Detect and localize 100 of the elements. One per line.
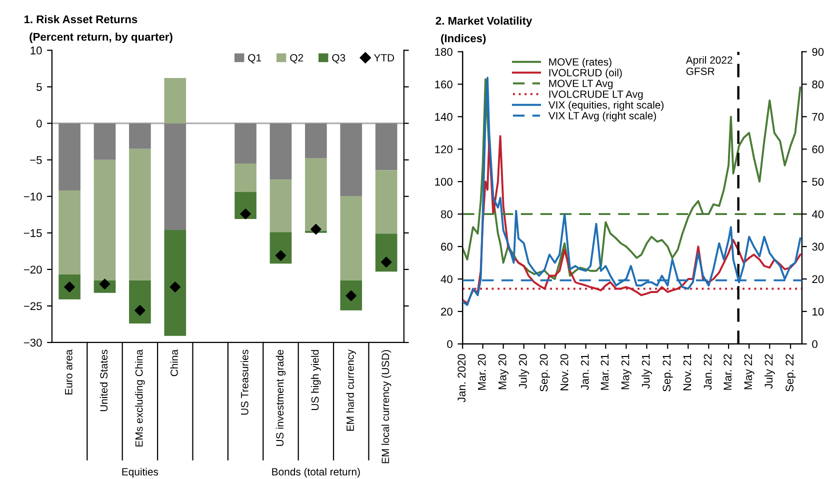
- x-tick-label: Sep. 21: [662, 354, 673, 392]
- bar: [164, 78, 186, 124]
- bar: [129, 280, 151, 324]
- y-tick-label: 0: [36, 120, 42, 128]
- point: [381, 256, 392, 268]
- y-tick-label: −15: [24, 229, 42, 238]
- bar: [58, 123, 80, 191]
- x-tick-label: Mar. 20: [478, 354, 486, 390]
- point: [310, 224, 322, 235]
- y-tick-label: 5: [36, 83, 42, 91]
- x-tick-label: July 22: [764, 354, 775, 389]
- x-tick-label: Euro area: [65, 349, 72, 394]
- legend-label: IVOLCRUDE LT Avg: [549, 90, 643, 100]
- y-tick-label: 10: [30, 46, 42, 54]
- bar: [94, 160, 116, 280]
- legend-label: Q1: [248, 54, 262, 64]
- y-tick-label: 40: [440, 275, 452, 284]
- y2-tick-label: 30: [812, 242, 824, 251]
- x-tick-label: EM local currency (USD): [381, 350, 392, 464]
- legend-label: VIX (equities, right scale): [548, 100, 664, 111]
- x-tick-label: EM hard currency: [346, 349, 356, 431]
- y-tick-label: 20: [441, 308, 452, 316]
- x-tick-label: US investment grade: [276, 350, 286, 446]
- x-tick-label: Jan. 2020: [458, 354, 466, 402]
- y-tick-label: 60: [441, 242, 452, 251]
- y-tick-label: 120: [435, 145, 452, 154]
- bar: [340, 123, 362, 196]
- y-tick-label: 0: [447, 340, 452, 348]
- bar: [375, 234, 398, 272]
- y-tick-label: 80: [440, 210, 452, 218]
- y2-tick-label: 80: [812, 80, 824, 88]
- x-tick-label: United States: [100, 350, 108, 412]
- bar: [234, 123, 256, 164]
- y2-tick-label: 70: [812, 112, 824, 121]
- y-tick-label: 100: [435, 178, 452, 186]
- bar: [270, 180, 292, 232]
- legend-label: YTD: [374, 54, 394, 62]
- x-tick-label: Jan. 21: [580, 354, 589, 390]
- x-tick-label: May 20: [498, 354, 508, 390]
- bar: [164, 123, 186, 230]
- x-tick-label: US high yield: [311, 350, 321, 410]
- bar: [340, 280, 362, 310]
- chart-subtitle: (Indices): [441, 34, 486, 44]
- x-tick-label: July 20: [518, 354, 530, 389]
- y-tick-label: −10: [24, 192, 42, 201]
- point: [170, 282, 180, 292]
- y2-tick-label: 0: [812, 340, 818, 348]
- legend-label: VIX LT Avg (right scale): [548, 112, 656, 122]
- y-tick-label: 180: [435, 48, 452, 56]
- y-tick-label: −30: [24, 338, 42, 347]
- x-tick-label: Nov. 20: [560, 354, 568, 390]
- bar: [129, 148, 151, 280]
- bar: [305, 123, 327, 158]
- x-tick-label: Sep. 20: [540, 354, 550, 392]
- chart-title: 2. Market Volatility: [436, 16, 532, 27]
- y2-tick-label: 10: [812, 308, 824, 316]
- y-tick-label: −20: [24, 266, 42, 274]
- point: [134, 305, 146, 316]
- x-tick-label: EMs excluding China: [135, 349, 145, 446]
- x-tick-label: May 22: [744, 354, 754, 390]
- chart-subtitle: (Percent return, by quarter): [30, 32, 172, 43]
- x-tick-label: Mar. 22: [724, 354, 732, 390]
- y-tick-label: 140: [435, 112, 452, 121]
- bar: [234, 164, 256, 192]
- y-tick-label: 160: [435, 80, 452, 88]
- bar: [164, 230, 186, 336]
- chart-title: 1. Risk Asset Returns: [24, 15, 138, 24]
- text: Bonds (total return): [272, 468, 360, 478]
- bar: [305, 158, 327, 231]
- legend-label: IVOLCRUD (oil): [549, 68, 622, 78]
- y2-tick-label: 90: [812, 48, 824, 56]
- x-tick-label: Jan. 22: [704, 354, 712, 390]
- x-tick-label: Sep. 22: [786, 354, 796, 392]
- legend-label: Q2: [290, 54, 304, 64]
- y-tick-label: −5: [30, 156, 42, 164]
- x-tick-label: May 21: [621, 354, 632, 390]
- y2-tick-label: 50: [812, 178, 824, 186]
- x-tick-label: Nov. 21: [683, 354, 692, 390]
- x-tick-label: Mar. 21: [600, 354, 609, 390]
- bar: [129, 123, 151, 149]
- x-tick-label: China: [170, 349, 178, 376]
- bar: [270, 123, 292, 180]
- line-series: [462, 135, 802, 304]
- y2-tick-label: 40: [812, 210, 824, 218]
- legend-label: MOVE (rates): [549, 58, 612, 68]
- bar: [58, 190, 80, 275]
- bar: [270, 232, 292, 264]
- x-tick-label: US Treasuries: [240, 350, 248, 415]
- y2-tick-label: 20: [812, 275, 824, 284]
- point: [240, 208, 251, 220]
- y2-tick-label: 60: [812, 145, 824, 154]
- text: Equities: [122, 468, 158, 478]
- ref-line-label: April 2022 GFSR: [686, 56, 732, 75]
- bar: [375, 170, 398, 234]
- bar: [340, 196, 362, 280]
- legend-label: Q3: [332, 54, 346, 64]
- bar: [375, 123, 398, 170]
- y-tick-label: −25: [24, 302, 42, 310]
- x-tick-label: July 21: [642, 354, 652, 389]
- bar: [94, 123, 116, 160]
